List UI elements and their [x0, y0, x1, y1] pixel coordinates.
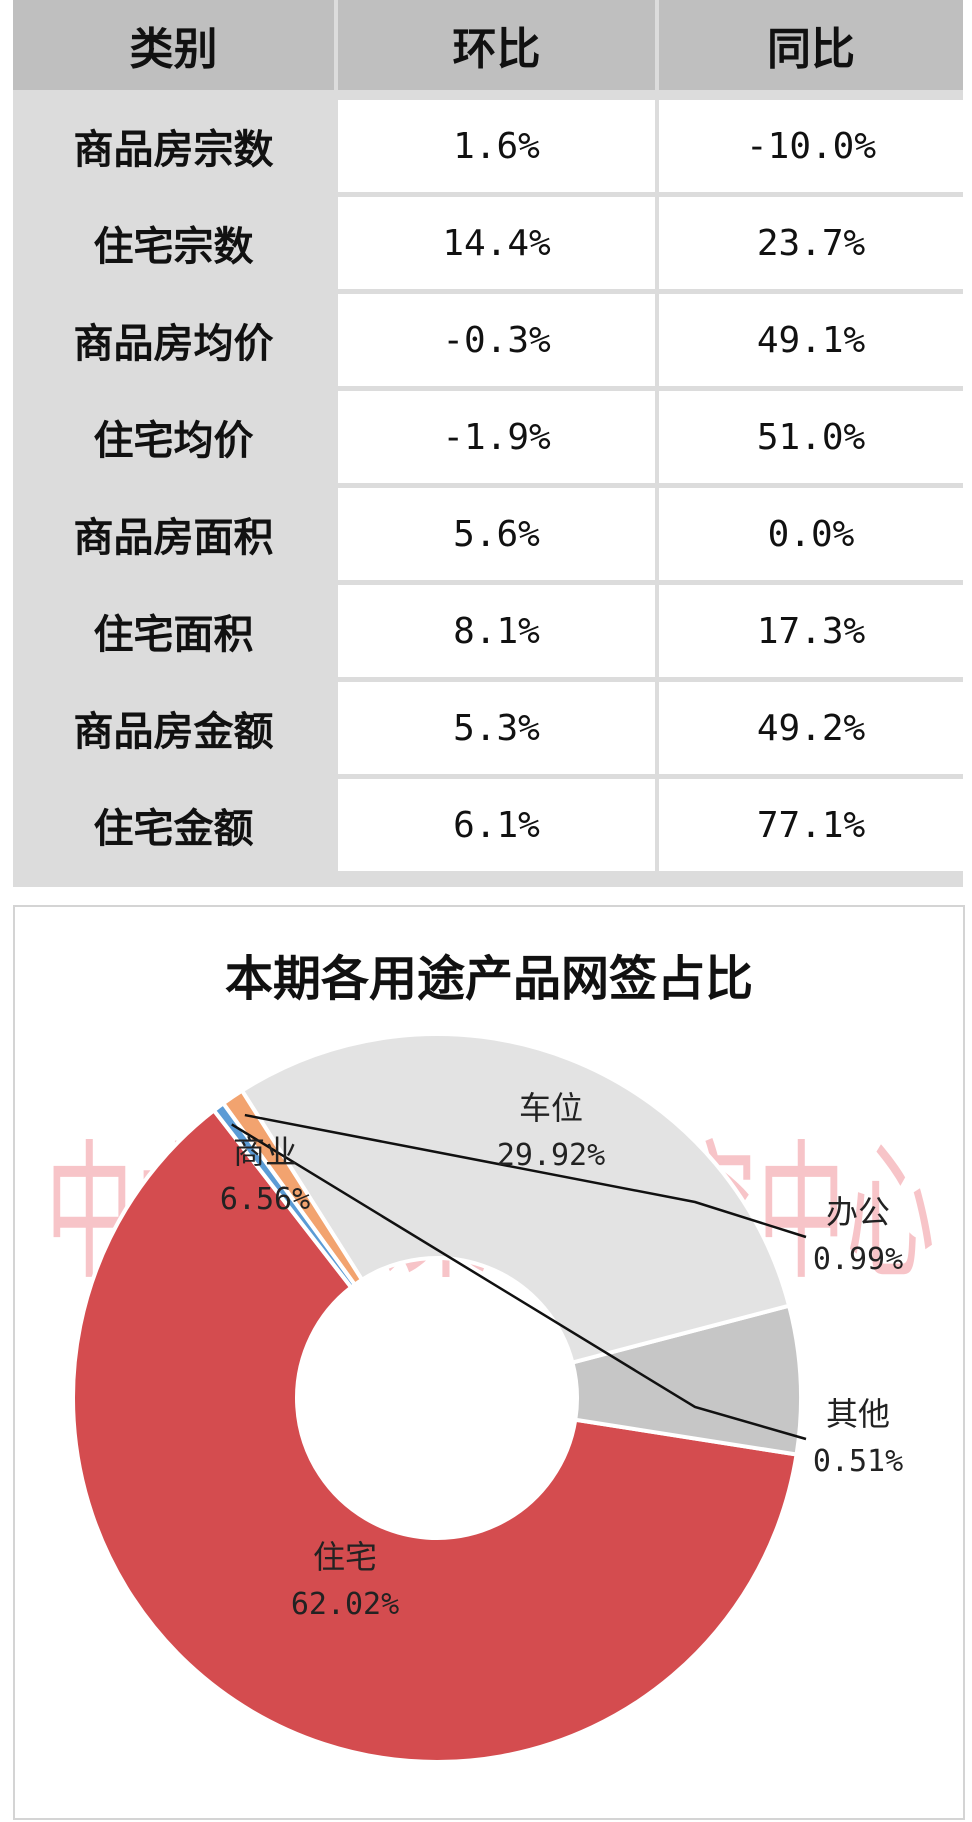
- column-header: 类别: [13, 0, 334, 90]
- row-category: 商品房宗数: [13, 100, 334, 192]
- yoy-value: 49.2%: [659, 682, 963, 774]
- row-category: 住宅金额: [13, 779, 334, 871]
- chart-title: 本期各用途产品网签占比: [225, 951, 753, 1007]
- slice-value-3: 29.92%: [497, 1138, 605, 1173]
- mom-value: 8.1%: [338, 585, 655, 677]
- table-row: 商品房面积 5.6% 0.0%: [13, 488, 963, 580]
- yoy-value: 51.0%: [659, 391, 963, 483]
- leader-line-4: [244, 1113, 807, 1239]
- table-row: 商品房金额 5.3% 49.2%: [13, 682, 963, 774]
- slice-value-4: 0.99%: [813, 1242, 903, 1277]
- mom-value: 5.3%: [338, 682, 655, 774]
- mom-value: 5.6%: [338, 488, 655, 580]
- slice-label-1: 住宅: [313, 1538, 377, 1576]
- slice-value-2: 6.56%: [220, 1182, 310, 1217]
- slice-1: [71, 1107, 799, 1764]
- donut-chart: 中山中原策略研究中心 住宅62.02%商业6.56%车位29.92%办公0.99…: [45, 951, 935, 1764]
- row-category: 商品房金额: [13, 682, 334, 774]
- mom-value: -1.9%: [338, 391, 655, 483]
- table-row: 商品房宗数 1.6% -10.0%: [13, 100, 963, 192]
- column-header: 环比: [338, 0, 655, 90]
- table-row: 住宅宗数 14.4% 23.7%: [13, 197, 963, 289]
- slice-value-5: 0.51%: [813, 1444, 903, 1479]
- slice-label-3: 车位: [519, 1089, 583, 1127]
- leader-line-5: [231, 1123, 807, 1441]
- table-row: 住宅均价 -1.9% 51.0%: [13, 391, 963, 483]
- slice-5: [211, 1100, 358, 1291]
- yoy-value: 23.7%: [659, 197, 963, 289]
- yoy-value: 17.3%: [659, 585, 963, 677]
- slice-3: [239, 1032, 792, 1365]
- yoy-value: 0.0%: [659, 488, 963, 580]
- slice-label-4: 办公: [826, 1193, 890, 1231]
- row-category: 商品房面积: [13, 488, 334, 580]
- yoy-value: 77.1%: [659, 779, 963, 871]
- yoy-value: -10.0%: [659, 100, 963, 192]
- table-row: 商品房均价 -0.3% 49.1%: [13, 294, 963, 386]
- mom-value: 14.4%: [338, 197, 655, 289]
- row-category: 住宅均价: [13, 391, 334, 483]
- mom-value: 1.6%: [338, 100, 655, 192]
- stats-table: 类别 环比 同比 商品房宗数 1.6% -10.0% 住宅宗数 14.4% 23.7% 商品房均价…: [13, 0, 963, 887]
- row-category: 住宅宗数: [13, 197, 334, 289]
- yoy-value: 49.1%: [659, 294, 963, 386]
- table-row: 住宅金额 6.1% 77.1%: [13, 779, 963, 871]
- slice-label-2: 商业: [233, 1133, 297, 1171]
- chart-panel: 中山中原策略研究中心 住宅62.02%商业6.56%车位29.92%办公0.99…: [13, 905, 965, 1820]
- table-row: 住宅面积 8.1% 17.3%: [13, 585, 963, 677]
- slice-label-5: 其他: [826, 1395, 890, 1433]
- mom-value: -0.3%: [338, 294, 655, 386]
- row-category: 住宅面积: [13, 585, 334, 677]
- column-header: 同比: [659, 0, 963, 90]
- row-category: 商品房均价: [13, 294, 334, 386]
- table-header-row: 类别 环比 同比: [13, 0, 963, 90]
- mom-value: 6.1%: [338, 779, 655, 871]
- slice-value-1: 62.02%: [291, 1587, 399, 1622]
